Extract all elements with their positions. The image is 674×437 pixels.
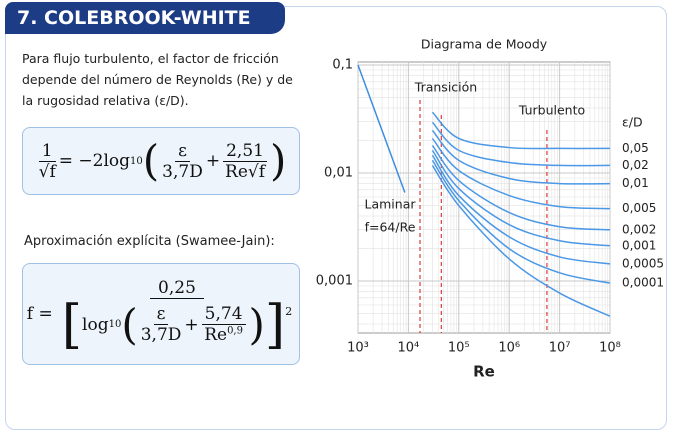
lhs: f = <box>26 304 53 324</box>
series-line <box>431 154 611 265</box>
denominator: [ log 10 ( ε 3,7D + 5,74 Re0,9 ) ] 2 <box>62 299 292 351</box>
log: log <box>82 314 109 335</box>
paren: ) <box>248 299 265 349</box>
numerator: 2,51 <box>223 141 267 162</box>
legend-title: ε/D <box>622 115 643 130</box>
series-line <box>431 111 611 150</box>
legend-label: 0,0001 <box>622 276 664 290</box>
x-tick-label: 10⁶ <box>498 341 520 356</box>
series-line <box>431 144 611 231</box>
fraction: 0,25 [ log 10 ( ε 3,7D + 5,74 Re0,9 ) ] 2 <box>62 278 292 351</box>
x-tick-label: 10⁵ <box>448 341 470 356</box>
y-tick-label: 0,001 <box>316 273 353 288</box>
equals-term: = −2log <box>58 151 131 171</box>
denominator: 3,7D <box>140 325 182 345</box>
legend-label: 0,001 <box>622 238 656 252</box>
annotation: f=64/Re <box>365 220 416 235</box>
plot-area <box>357 61 611 334</box>
bracket: ] <box>264 294 286 355</box>
x-axis-label: Re <box>473 363 495 381</box>
y-tick-label: 0,1 <box>332 58 353 73</box>
paren: ( <box>121 299 138 349</box>
x-tick-label: 10⁴ <box>398 341 420 356</box>
fraction: ε 3,7D <box>141 304 182 345</box>
fraction: 5,74 Re0,9 <box>201 304 246 345</box>
numerator: 5,74 <box>201 304 246 325</box>
card <box>5 6 667 430</box>
fraction: ε 3,7D <box>162 141 203 182</box>
annotation: Transición <box>414 80 477 95</box>
legend-label: 0,05 <box>622 141 649 155</box>
y-tick-label: 0,01 <box>324 165 353 180</box>
exponent: 0,9 <box>227 325 243 337</box>
series-line <box>431 159 611 284</box>
approx-label: Aproximación explícita (Swamee-Jain): <box>24 234 275 249</box>
intro-text: Para flujo turbulento, el factor de fric… <box>22 51 293 108</box>
legend-label: 0,01 <box>622 176 649 190</box>
series-line <box>431 165 611 317</box>
legend-label: 0,005 <box>622 201 656 215</box>
series-line <box>431 121 611 167</box>
subscript: 10 <box>108 319 122 330</box>
annotation: Laminar <box>365 197 417 212</box>
fraction: 1 √f <box>39 141 56 182</box>
series-line <box>431 129 611 185</box>
swamee-formula: f = 0,25 [ log 10 ( ε 3,7D + 5,74 Re0,9 ) ]… <box>22 263 300 365</box>
subscript: 10 <box>130 155 143 167</box>
paren: ) <box>269 136 287 185</box>
series-line <box>357 64 406 193</box>
denominator: √f <box>38 161 56 182</box>
numerator: 0,25 <box>150 278 204 299</box>
colebrook-formula: 1 √f = −2log 10 ( ε 3,7D + 2,51 Re√f ) <box>22 127 300 195</box>
numerator: 1 <box>38 141 56 162</box>
denominator: Re√f <box>225 161 266 182</box>
denominator: Re0,9 <box>204 325 243 345</box>
paren: ( <box>142 136 160 185</box>
numerator: ε <box>175 141 190 162</box>
annotation: Turbulento <box>518 103 585 118</box>
re: Re <box>204 325 228 345</box>
numerator: ε <box>153 304 169 325</box>
x-tick-label: 10⁸ <box>599 341 621 356</box>
x-tick-label: 10⁷ <box>549 341 571 356</box>
series-line <box>431 137 611 210</box>
fraction: 2,51 Re√f <box>223 141 267 182</box>
denominator: 3,7D <box>162 161 203 182</box>
legend-label: 0,002 <box>622 222 656 236</box>
chart-title: Diagrama de Moody <box>421 37 548 52</box>
power: 2 <box>285 304 293 318</box>
plus: + <box>184 314 199 335</box>
x-tick-label: 10³ <box>347 341 369 356</box>
plus: + <box>205 151 221 171</box>
series-line <box>431 149 611 247</box>
header-title: 7. COLEBROOK-WHITE <box>5 2 285 34</box>
legend-label: 0,02 <box>622 158 649 172</box>
legend-label: 0,0005 <box>622 256 664 270</box>
bracket: [ <box>61 294 83 355</box>
